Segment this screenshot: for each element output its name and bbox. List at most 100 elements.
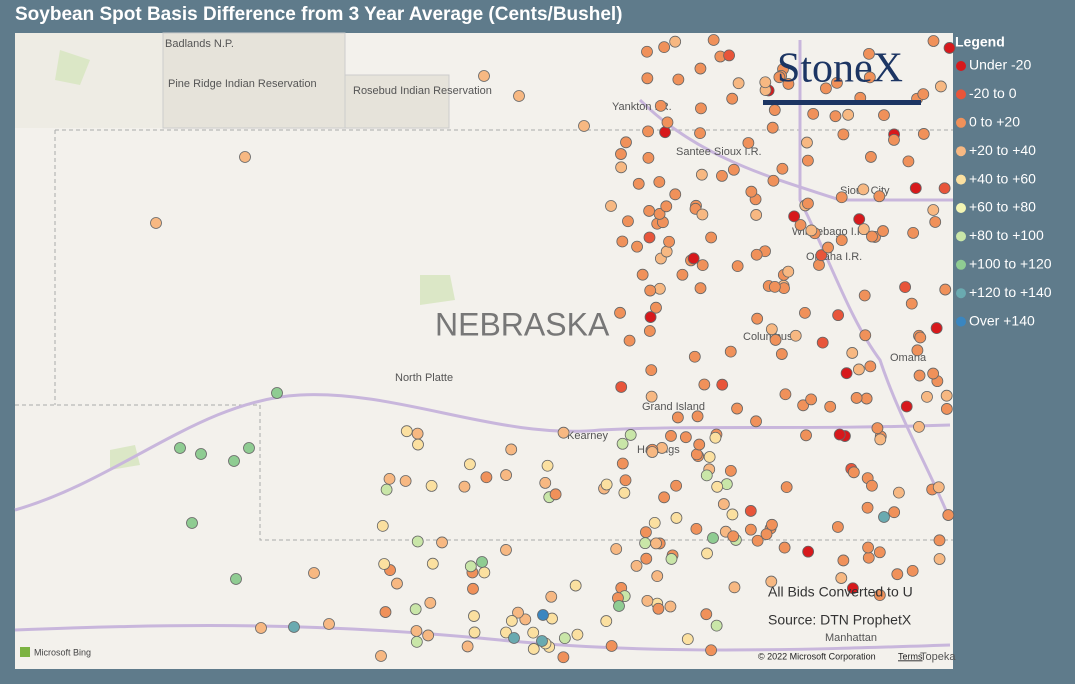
location-marker: [643, 325, 656, 337]
location-marker: [862, 551, 875, 564]
location-marker: [775, 348, 788, 360]
location-marker: [865, 151, 877, 163]
location-marker: [913, 369, 926, 382]
location-marker: [724, 345, 737, 358]
location-marker: [832, 521, 844, 533]
location-marker: [620, 136, 632, 149]
location-marker: [558, 632, 571, 645]
location-marker: [731, 260, 744, 273]
location-marker: [720, 478, 733, 490]
location-marker: [616, 235, 629, 248]
location-marker: [933, 534, 946, 547]
location-marker: [695, 102, 707, 115]
location-marker: [750, 248, 763, 261]
location-marker: [468, 626, 481, 639]
location-marker: [653, 176, 666, 188]
map-label: Rosebud Indian Reservation: [353, 85, 492, 97]
location-marker: [707, 34, 720, 46]
location-marker: [859, 329, 872, 342]
location-marker: [929, 216, 942, 228]
location-marker: [705, 231, 718, 244]
location-marker: [478, 70, 490, 82]
location-marker: [802, 545, 815, 558]
location-marker: [646, 446, 659, 458]
location-marker: [665, 430, 677, 442]
location-marker: [765, 575, 778, 588]
location-marker: [539, 476, 552, 489]
location-marker: [728, 581, 741, 594]
location-marker: [703, 451, 716, 463]
location-marker: [907, 227, 920, 239]
location-marker: [468, 610, 480, 622]
location-marker: [853, 363, 865, 376]
legend-title: Legend: [955, 34, 1005, 50]
terms[interactable]: Terms: [898, 651, 923, 661]
legend-label: +60 to +80: [969, 199, 1036, 215]
location-marker: [837, 128, 850, 141]
location-marker: [643, 205, 656, 217]
location-marker: [656, 442, 668, 454]
location-marker: [862, 541, 875, 554]
location-marker: [660, 245, 673, 258]
location-marker: [411, 427, 424, 440]
location-marker: [557, 651, 570, 664]
location-marker: [732, 77, 745, 90]
location-marker: [694, 127, 706, 140]
logo: StoneX: [777, 46, 903, 92]
location-marker: [650, 301, 662, 314]
location-marker: [778, 541, 791, 554]
location-marker: [878, 109, 890, 122]
bing: Microsoft Bing: [34, 647, 91, 657]
location-marker: [930, 322, 943, 334]
location-marker: [467, 582, 479, 595]
location-marker: [909, 182, 922, 195]
location-marker: [676, 268, 689, 281]
map-base: [14, 32, 953, 652]
location-marker: [927, 367, 940, 380]
location-marker: [789, 329, 802, 342]
map-label: NEBRASKA: [435, 306, 610, 342]
location-marker: [832, 309, 845, 322]
legend-label: 0 to +20: [969, 114, 1020, 130]
location-marker: [846, 347, 859, 359]
location-marker: [500, 544, 512, 556]
location-marker: [940, 389, 953, 402]
location-marker: [478, 566, 491, 579]
location-marker: [527, 643, 540, 655]
location-marker: [571, 628, 584, 641]
location-marker: [323, 618, 335, 630]
location-marker: [939, 283, 952, 296]
location-marker: [773, 71, 786, 84]
location-marker: [500, 626, 512, 639]
location-marker: [857, 223, 870, 236]
location-marker: [745, 185, 758, 198]
location-marker: [873, 190, 886, 203]
location-marker: [383, 472, 396, 485]
location-marker: [900, 400, 913, 413]
legend-swatch: [956, 89, 966, 100]
location-marker: [605, 640, 618, 652]
location-marker: [600, 478, 613, 491]
location-marker: [380, 483, 393, 496]
location-marker: [690, 448, 703, 461]
location-marker: [779, 388, 792, 401]
location-marker: [610, 543, 623, 555]
location-marker: [378, 558, 391, 570]
location-marker: [864, 360, 877, 373]
location-marker: [866, 230, 878, 243]
location-marker: [527, 626, 540, 639]
location-marker: [750, 415, 762, 428]
location-marker: [670, 512, 683, 524]
location-marker: [615, 148, 627, 160]
map-label: Pine Ridge Indian Reservation: [168, 78, 317, 90]
location-marker: [940, 403, 953, 415]
location-marker: [805, 224, 818, 237]
note: All Bids Converted to U: [768, 584, 913, 600]
location-marker: [805, 393, 818, 406]
location-marker: [672, 73, 685, 86]
location-marker: [422, 629, 435, 642]
location-marker: [642, 151, 655, 164]
source: Source: DTN ProphetX: [768, 612, 912, 628]
location-marker: [917, 88, 930, 101]
location-marker: [822, 241, 834, 254]
